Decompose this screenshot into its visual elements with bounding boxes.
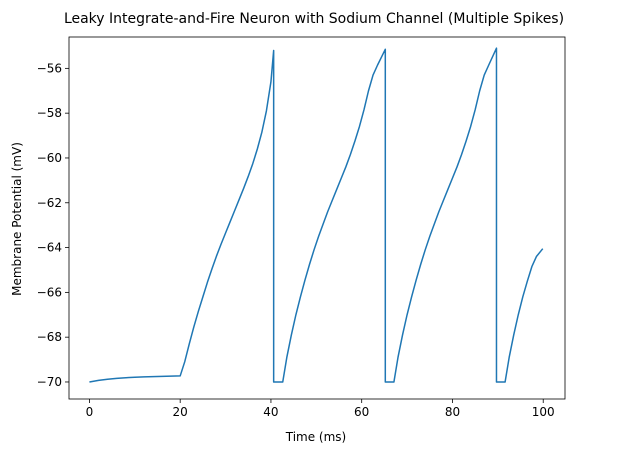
y-tick-label: −60 <box>37 151 62 165</box>
y-tick-label: −66 <box>37 285 62 299</box>
x-tick-label: 40 <box>263 405 278 419</box>
x-tick-label: 60 <box>354 405 369 419</box>
y-tick-label: −68 <box>37 330 62 344</box>
x-tick-label: 100 <box>532 405 555 419</box>
plot-frame <box>68 36 566 400</box>
x-tick-label: 80 <box>445 405 460 419</box>
y-tick-label: −64 <box>37 241 62 255</box>
x-axis-label: Time (ms) <box>285 430 347 444</box>
y-tick-label: −62 <box>37 196 62 210</box>
y-tick-label: −56 <box>37 61 62 75</box>
x-tick-label: 0 <box>86 405 94 419</box>
x-axis: 0 20 40 60 80 100 <box>86 399 555 419</box>
y-tick-label: −70 <box>37 375 62 389</box>
plot-area <box>68 36 566 400</box>
y-axis-label: Membrane Potential (mV) <box>10 142 24 296</box>
x-tick-label: 20 <box>173 405 188 419</box>
series-line-0 <box>89 47 544 383</box>
chart-title: Leaky Integrate-and-Fire Neuron with Sod… <box>64 11 564 27</box>
y-axis: −70 −68 −66 −64 −62 −60 −58 −56 <box>37 61 69 389</box>
y-tick-label: −58 <box>37 106 62 120</box>
